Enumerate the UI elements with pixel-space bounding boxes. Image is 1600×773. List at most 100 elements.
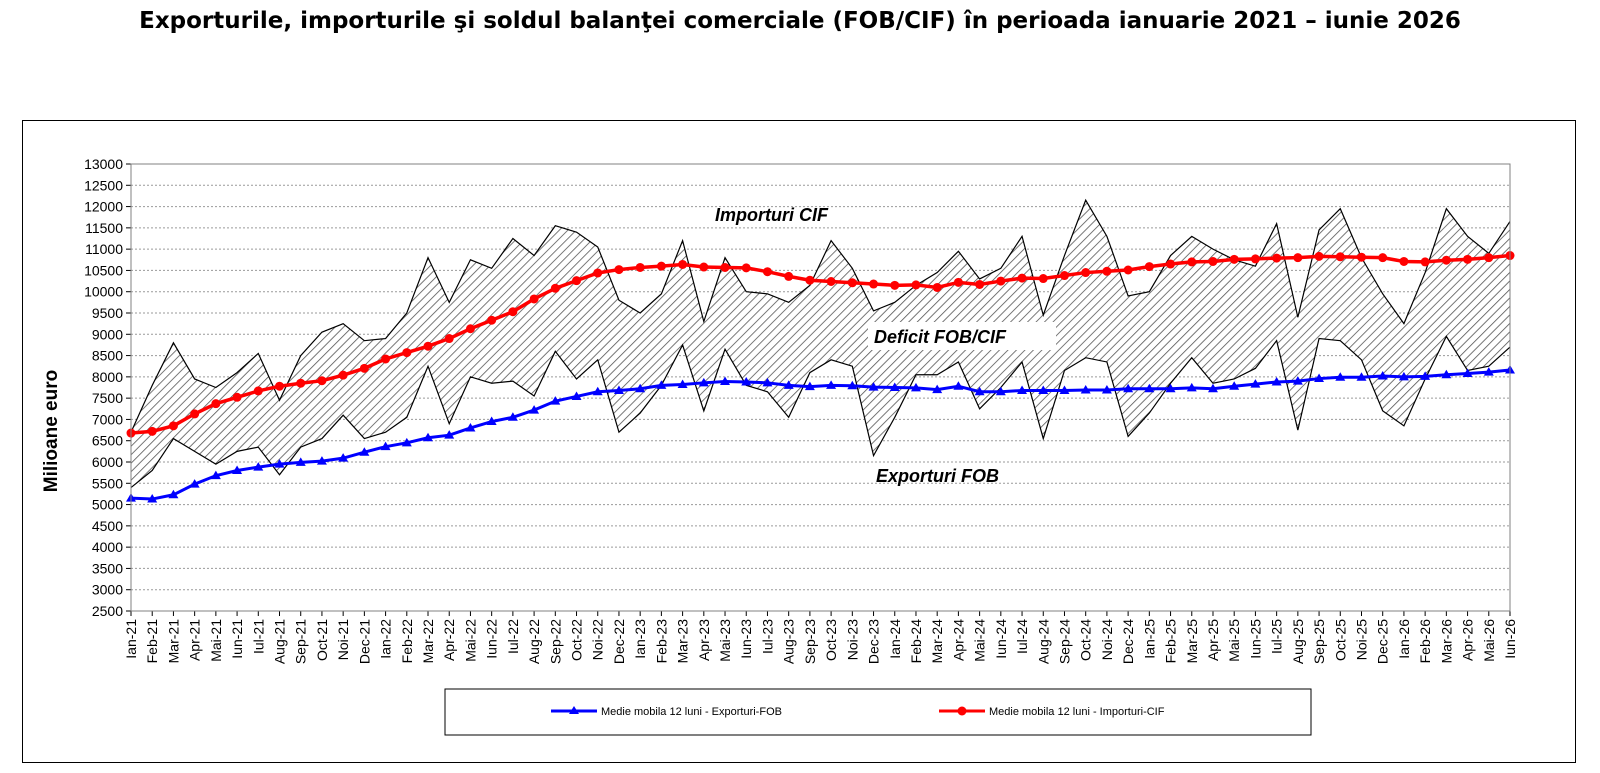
legend-imports-label: Medie mobila 12 luni - Importuri-CIF [989,706,1165,718]
point-ma-importuri-43 [1038,274,1048,284]
point-ma-importuri-9 [317,376,327,386]
point-ma-exporturi-28 [720,376,731,386]
point-ma-exporturi-49 [1165,383,1176,393]
point-ma-importuri-23 [614,265,624,275]
point-ma-importuri-21 [572,276,582,286]
y-tick-label-6500: 6500 [92,433,123,449]
x-tick-label-2: Mar-21 [165,619,181,664]
x-tick-label-27: Apr-23 [696,619,712,661]
point-ma-importuri-18 [508,307,518,317]
point-ma-importuri-22 [593,268,603,278]
point-ma-exporturi-64 [1483,367,1494,376]
point-ma-importuri-61 [1420,257,1430,267]
y-tick-label-3500: 3500 [92,560,123,576]
point-ma-importuri-3 [190,409,200,419]
annotation-deficit: Deficit FOB/CIF [874,327,1007,347]
trade-balance-chart: 2500 3000 3500 4000 4500 5000 5500 6000 6500 7000… [41,156,1518,736]
point-ma-importuri-55 [1293,253,1303,263]
point-ma-exporturi-8 [295,457,306,466]
x-tick-label-39: Apr-24 [950,619,966,661]
x-tick-label-46: Noi-24 [1099,619,1115,660]
x-tick-label-64: Mai-26 [1481,619,1497,662]
deficit-area [131,200,1510,488]
annotation-importuri: Importuri CIF [715,205,829,225]
y-tick-label-7500: 7500 [92,390,123,406]
y-axis-ticks: 2500 3000 3500 4000 4500 5000 5500 6000 6500 7000… [84,156,131,619]
point-ma-importuri-20 [550,283,560,293]
point-ma-exporturi-31 [783,380,794,389]
point-ma-importuri-56 [1314,251,1324,261]
x-tick-label-11: Dec-21 [356,619,372,664]
x-tick-label-50: Mar-25 [1184,619,1200,664]
point-ma-exporturi-20 [550,396,561,405]
x-tick-label-48: Ian-25 [1141,619,1157,659]
x-tick-label-60: Ian-26 [1396,619,1412,659]
point-ma-importuri-42 [1017,273,1027,283]
point-ma-importuri-34 [847,278,857,288]
x-tick-label-30: Iul-23 [759,619,775,654]
point-ma-exporturi-24 [635,383,646,393]
series-importuri-cif [130,198,1511,433]
x-tick-label-16: Mai-22 [462,619,478,662]
series-exporturi-fob [130,335,1511,489]
x-tick-label-9: Oct-21 [314,619,330,661]
point-ma-exporturi-25 [656,380,667,389]
point-ma-exporturi-58 [1356,372,1367,381]
point-ma-exporturi-1 [147,494,158,503]
point-ma-importuri-41 [996,276,1006,286]
point-ma-exporturi-52 [1229,381,1240,390]
x-tick-label-56: Sep-25 [1311,619,1327,664]
point-ma-importuri-7 [275,381,285,391]
y-tick-label-8500: 8500 [92,348,123,364]
y-tick-label-4000: 4000 [92,539,123,555]
y-axis-title: Milioane euro [41,370,62,492]
legend-imports-marker [957,706,967,716]
legend: Medie mobila 12 luni - Exporturi-FOB Med… [444,688,1312,736]
point-ma-exporturi-41 [995,386,1006,396]
y-tick-label-4500: 4500 [92,518,123,534]
y-tick-label-7000: 7000 [92,411,123,427]
point-ma-exporturi-7 [274,459,285,468]
point-ma-importuri-2 [168,421,178,431]
x-tick-label-28: Mai-23 [717,619,733,662]
point-ma-importuri-8 [296,378,306,388]
annotation-deficit-bg [868,322,1056,350]
y-tick-label-6000: 6000 [92,454,123,470]
x-tick-label-13: Feb-22 [399,619,415,664]
point-ma-exporturi-51 [1207,383,1218,393]
point-ma-exporturi-11 [359,447,370,456]
point-ma-exporturi-56 [1314,373,1325,383]
point-ma-exporturi-63 [1462,368,1473,377]
point-ma-exporturi-5 [232,465,243,475]
x-tick-label-53: Iun-25 [1247,619,1263,659]
point-ma-importuri-5 [232,392,242,402]
x-tick-label-24: Ian-23 [632,619,648,659]
x-tick-label-21: Oct-22 [569,619,585,661]
point-ma-exporturi-50 [1186,382,1197,392]
x-tick-label-47: Dec-24 [1120,619,1136,664]
point-ma-importuri-52 [1229,254,1239,264]
x-tick-label-3: Apr-21 [187,619,203,661]
x-tick-label-58: Noi-25 [1353,619,1369,660]
point-ma-exporturi-12 [380,441,391,451]
point-ma-exporturi-35 [868,382,879,391]
point-ma-importuri-46 [1102,266,1112,276]
point-ma-exporturi-18 [507,412,518,421]
point-ma-importuri-31 [784,271,794,281]
y-tick-label-2500: 2500 [92,603,123,619]
point-ma-importuri-15 [444,334,454,344]
point-ma-exporturi-62 [1441,369,1452,379]
point-ma-exporturi-33 [826,380,837,389]
y-tick-label-12000: 12000 [84,199,123,215]
point-ma-importuri-36 [890,280,900,290]
point-ma-importuri-30 [762,267,772,277]
point-ma-importuri-6 [253,386,263,396]
x-tick-label-45: Oct-24 [1078,619,1094,661]
point-ma-exporturi-53 [1250,379,1261,388]
x-tick-label-55: Aug-25 [1290,619,1306,664]
point-ma-exporturi-42 [1017,385,1028,394]
point-ma-exporturi-17 [486,416,497,426]
y-tick-label-5000: 5000 [92,497,123,513]
point-ma-importuri-45 [1081,268,1091,278]
deficit-hatched-area [131,200,1510,488]
